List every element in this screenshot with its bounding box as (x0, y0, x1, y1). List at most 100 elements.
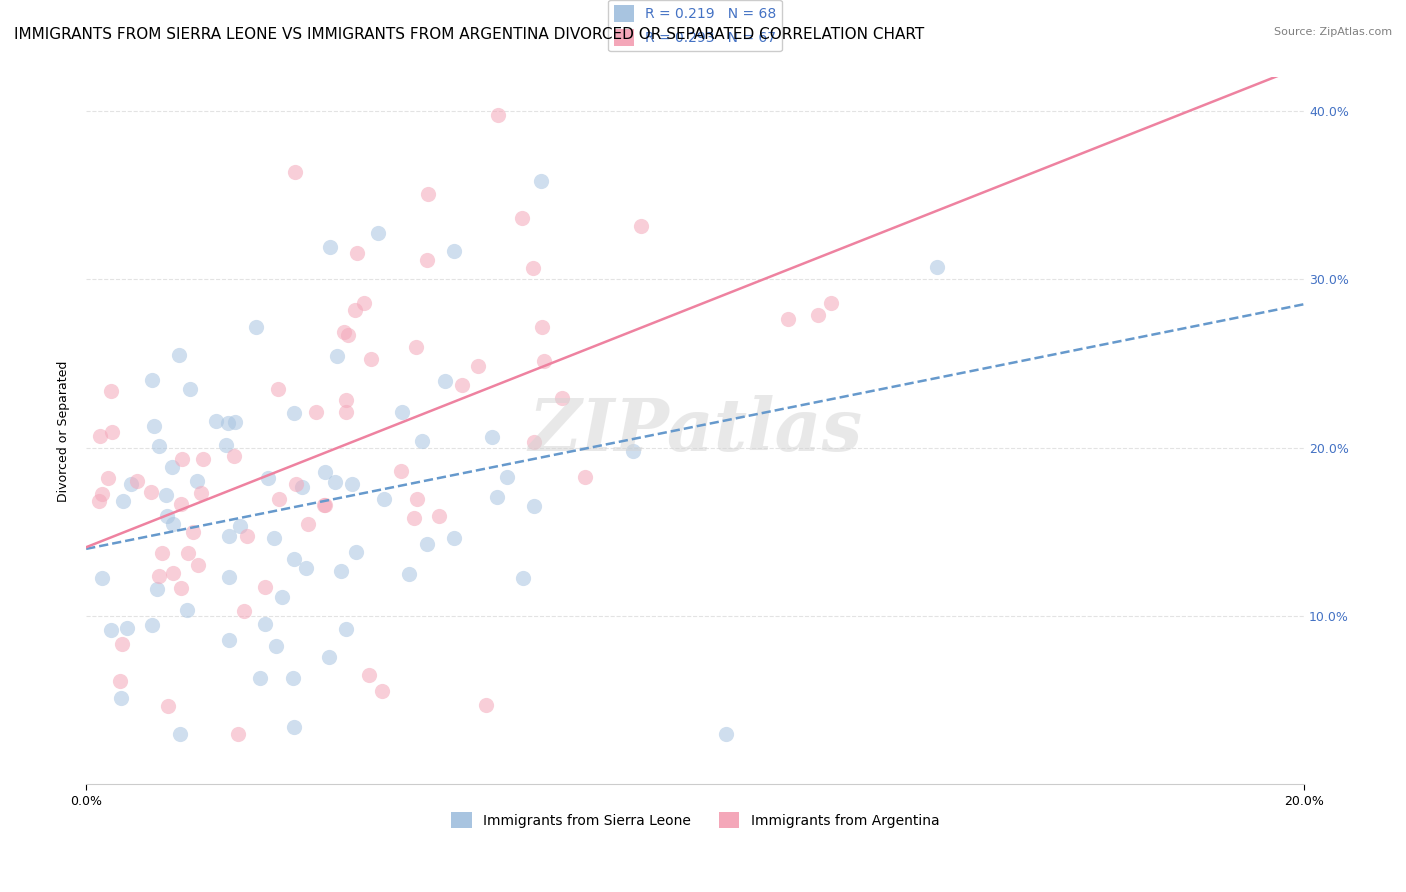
Point (228, 727, 250, 741)
Text: ZIPatlas: ZIPatlas (529, 395, 862, 467)
Point (218, 528, 240, 542)
Point (314, 499, 336, 513)
Point (170, 497, 193, 511)
Point (427, 508, 450, 523)
Point (236, 529, 259, 543)
Point (495, 469, 517, 483)
Point (323, 475, 346, 490)
Point (360, 352, 382, 367)
Point (264, 639, 287, 653)
Point (162, 517, 184, 532)
Point (245, 319, 267, 334)
Point (335, 392, 357, 407)
Point (283, 407, 305, 421)
Point (224, 416, 246, 430)
Y-axis label: Divorced or Separated: Divorced or Separated (58, 360, 70, 501)
Point (232, 604, 254, 618)
Point (100, 623, 122, 637)
Point (820, 296, 842, 310)
Point (371, 684, 394, 698)
Point (405, 340, 427, 354)
Point (186, 558, 208, 573)
Point (170, 581, 193, 595)
Point (523, 499, 546, 513)
Point (451, 378, 474, 392)
Point (373, 492, 395, 507)
Point (343, 303, 366, 318)
Point (391, 405, 413, 419)
Point (314, 465, 336, 479)
Point (523, 434, 546, 449)
Point (100, 384, 122, 399)
Point (510, 211, 533, 225)
Point (406, 491, 429, 506)
Point (416, 187, 439, 202)
Point (283, 552, 305, 566)
Point (305, 405, 328, 419)
Point (621, 443, 644, 458)
Text: Source: ZipAtlas.com: Source: ZipAtlas.com (1274, 27, 1392, 37)
Point (91, 487, 114, 501)
Point (222, 450, 245, 464)
Point (927, 260, 949, 274)
Point (115, 621, 138, 635)
Point (97, 471, 120, 485)
Point (150, 546, 173, 560)
Point (162, 566, 184, 580)
Point (181, 524, 204, 539)
Point (110, 691, 132, 706)
Point (254, 617, 277, 632)
Point (186, 474, 208, 488)
Point (170, 452, 193, 467)
Point (574, 469, 596, 483)
Point (530, 174, 553, 188)
Point (295, 561, 318, 575)
Point (714, 727, 737, 741)
Point (284, 165, 307, 179)
Point (139, 485, 162, 500)
Point (217, 416, 239, 430)
Point (148, 569, 170, 583)
Point (415, 537, 437, 551)
Point (318, 649, 340, 664)
Point (267, 383, 290, 397)
Point (215, 438, 238, 452)
Point (326, 349, 349, 363)
Point (169, 348, 191, 362)
Point (367, 227, 389, 241)
Point (312, 498, 335, 512)
Point (807, 308, 830, 322)
Point (531, 319, 554, 334)
Point (475, 698, 498, 712)
Point (155, 488, 177, 502)
Text: IMMIGRANTS FROM SIERRA LEONE VS IMMIGRANTS FROM ARGENTINA DIVORCED OR SEPARATED : IMMIGRANTS FROM SIERRA LEONE VS IMMIGRAN… (14, 27, 924, 42)
Point (522, 261, 544, 276)
Point (398, 567, 420, 582)
Point (486, 490, 509, 504)
Point (125, 474, 148, 488)
Point (346, 246, 368, 260)
Point (337, 328, 360, 343)
Point (111, 637, 134, 651)
Point (267, 491, 290, 506)
Point (155, 509, 177, 524)
Point (404, 511, 426, 525)
Point (162, 459, 184, 474)
Point (443, 532, 465, 546)
Point (148, 439, 170, 453)
Point (551, 391, 574, 405)
Point (253, 580, 276, 594)
Point (190, 486, 212, 500)
Point (297, 517, 319, 532)
Point (285, 476, 308, 491)
Point (205, 414, 228, 428)
Point (411, 434, 433, 449)
Point (434, 374, 457, 388)
Point (630, 219, 652, 234)
Point (533, 353, 555, 368)
Point (467, 359, 489, 374)
Point (89, 429, 111, 443)
Point (391, 464, 413, 478)
Point (335, 405, 357, 419)
Legend: Immigrants from Sierra Leone, Immigrants from Argentina: Immigrants from Sierra Leone, Immigrants… (446, 806, 945, 834)
